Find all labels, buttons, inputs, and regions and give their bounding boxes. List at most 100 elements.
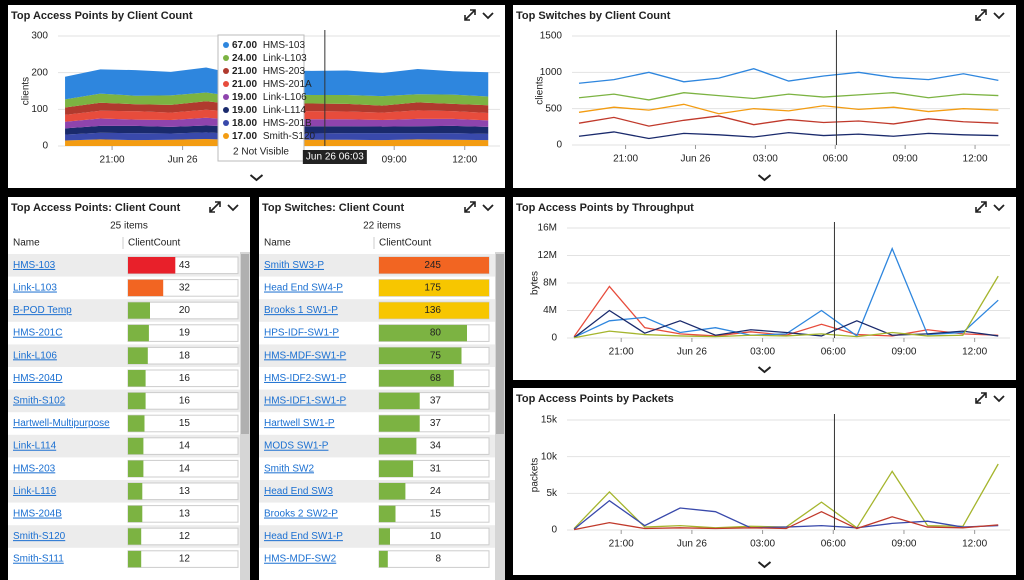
bar <box>128 347 148 364</box>
expand-chevron[interactable] <box>757 366 772 374</box>
bar <box>379 370 454 387</box>
bar-clip <box>379 483 406 500</box>
y-tick-label: 15k <box>541 415 558 426</box>
bar-value: 68 <box>430 373 442 384</box>
scrollbar-thumb[interactable] <box>496 254 504 434</box>
row-name[interactable]: Head End SW3 <box>264 486 333 497</box>
row-name[interactable]: B-POD Temp <box>13 305 72 316</box>
row-name[interactable]: Link-L103 <box>13 283 57 294</box>
bar-clip <box>379 460 414 477</box>
bar-value: 43 <box>179 260 191 271</box>
tooltip-value: 21.00 <box>232 79 257 90</box>
collapse-icon[interactable] <box>482 12 494 20</box>
row-name[interactable]: MODS SW1-P <box>264 441 329 452</box>
column-header: ClientCount <box>379 238 431 249</box>
bar-clip <box>128 257 176 274</box>
bar-clip <box>379 550 388 568</box>
expand-icon[interactable] <box>975 392 987 404</box>
line-series <box>573 309 999 339</box>
y-axis-label: bytes <box>530 271 541 295</box>
bar <box>128 370 146 387</box>
row-name[interactable]: HMS-MDF-SW1-P <box>264 350 347 361</box>
row-name[interactable]: Link-L106 <box>13 350 57 361</box>
collapse-icon[interactable] <box>993 12 1005 20</box>
tooltip-value: 18.00 <box>232 118 257 129</box>
bar-value: 16 <box>179 373 191 384</box>
bar-clip <box>128 302 150 319</box>
panel-title: Top Access Points by Client Count <box>11 10 193 22</box>
row-name[interactable]: HMS-203 <box>13 463 56 474</box>
y-tick-label: 10k <box>541 451 558 462</box>
row-name[interactable]: Head End SW1-P <box>264 531 343 542</box>
tooltip-item: 24.00 Link-L103 <box>232 53 307 64</box>
bar <box>379 528 390 545</box>
tooltip-dot <box>223 133 229 139</box>
row-name[interactable]: HMS-204B <box>13 509 62 520</box>
bar <box>128 392 146 410</box>
row-name[interactable]: HPS-IDF-SW1-P <box>264 328 339 339</box>
row-name[interactable]: HMS-204D <box>13 373 62 384</box>
expand-chevron[interactable] <box>757 561 772 569</box>
bar <box>379 460 414 477</box>
bar-clip <box>128 370 146 387</box>
bar-clip <box>128 324 149 342</box>
collapse-icon[interactable] <box>993 204 1005 212</box>
row-name[interactable]: Link-L116 <box>13 486 57 497</box>
bar-value: 8 <box>435 554 441 565</box>
x-tick-label: Jun 26 <box>677 347 707 358</box>
expand-icon[interactable] <box>209 201 221 213</box>
bar-value: 15 <box>179 418 191 429</box>
bar-clip <box>128 505 143 523</box>
row-name[interactable]: Smith-S102 <box>13 396 66 407</box>
tooltip-name: Link-L114 <box>263 105 307 116</box>
tooltip-value: 21.00 <box>232 66 257 77</box>
bar-clip <box>128 392 146 410</box>
panel-title: Top Access Points by Packets <box>516 393 674 405</box>
row-name[interactable]: HMS-201C <box>13 328 62 339</box>
collapse-icon[interactable] <box>993 395 1005 403</box>
cursor-label: Jun 26 06:03 <box>306 152 364 163</box>
x-tick-label: Jun 26 <box>168 155 198 166</box>
row-name[interactable]: Brooks 1 SW1-P <box>264 305 338 316</box>
row-name[interactable]: Hartwell SW1-P <box>264 418 335 429</box>
row-name[interactable]: Smith-S120 <box>13 531 66 542</box>
expand-icon[interactable] <box>975 9 987 21</box>
bar <box>128 483 143 500</box>
row-name[interactable]: Smith-S111 <box>13 554 64 565</box>
x-tick-label: 09:00 <box>893 154 918 165</box>
expand-icon[interactable] <box>464 201 476 213</box>
row-name[interactable]: Brooks 2 SW2-P <box>264 509 338 520</box>
expand-chevron[interactable] <box>249 174 264 182</box>
x-tick-label: 03:00 <box>753 154 778 165</box>
x-tick-label: 06:00 <box>823 154 848 165</box>
row-name[interactable]: HMS-IDF2-SW1-P <box>264 373 347 384</box>
row-name[interactable]: HMS-IDF1-SW1-P <box>264 396 347 407</box>
tooltip-value: 67.00 <box>232 40 257 51</box>
collapse-icon[interactable] <box>227 204 239 212</box>
row-name[interactable]: Head End SW4-P <box>264 283 343 294</box>
x-tick-label: Jun 26 <box>677 539 707 550</box>
expand-icon[interactable] <box>975 201 987 213</box>
row-name[interactable]: HMS-MDF-SW2 <box>264 554 337 565</box>
collapse-icon[interactable] <box>482 204 494 212</box>
expand-chevron[interactable] <box>757 174 772 182</box>
scrollbar-thumb[interactable] <box>241 254 249 434</box>
y-tick-label: 0 <box>42 141 48 152</box>
bar-clip <box>128 528 142 545</box>
row-name[interactable]: Smith SW3-P <box>264 260 324 271</box>
bar-value: 14 <box>179 441 191 452</box>
x-tick-label: 21:00 <box>609 347 634 358</box>
bar-value: 13 <box>179 509 191 520</box>
x-tick-label: 21:00 <box>613 154 638 165</box>
row-name[interactable]: Smith SW2 <box>264 463 314 474</box>
expand-icon[interactable] <box>464 9 476 21</box>
bar <box>128 415 145 432</box>
x-tick-label: 03:00 <box>750 347 775 358</box>
row-name[interactable]: HMS-103 <box>13 260 56 271</box>
row-name[interactable]: Link-L114 <box>13 441 57 452</box>
bar-value: 15 <box>430 509 442 520</box>
tooltip-item: 19.00 Link-L106 <box>232 92 307 103</box>
row-name[interactable]: Hartwell-Multipurpose <box>13 418 110 429</box>
tooltip-value: 19.00 <box>232 105 257 116</box>
